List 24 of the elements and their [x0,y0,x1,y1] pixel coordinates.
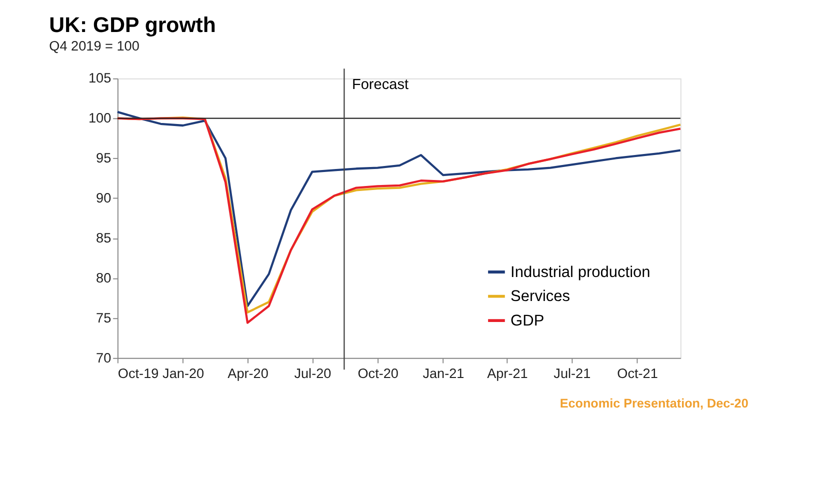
x-tick-label: Jan-20 [162,366,205,381]
ref-line-label: Forecast [352,77,409,94]
legend-label: GDP [510,312,544,330]
x-tick-label: Apr-20 [228,366,269,381]
y-tick-label: 100 [88,110,112,126]
y-tick-label: 85 [96,230,112,246]
y-tick-label: 70 [96,350,112,366]
y-tick-label: 95 [96,150,112,166]
x-tick-label: Jan-21 [422,366,464,381]
y-tick-label: 105 [88,70,112,86]
x-tick-label: Jul-21 [554,366,591,381]
x-tick-label: Apr-21 [487,366,528,381]
chart-title: UK: GDP growth [49,13,216,38]
x-tick-label: Oct-20 [358,366,399,381]
chart-subtitle: Q4 2019 = 100 [49,38,140,54]
text: Economic Presentation, Dec-20 [560,396,748,410]
x-tick-label: Oct-19 [118,366,159,381]
y-tick-label: 80 [96,270,112,286]
y-tick-label: 90 [96,190,112,206]
y-tick-label: 75 [96,310,112,326]
legend-label: Industrial production [510,264,650,281]
legend-label: Services [510,288,570,306]
x-tick-label: Oct-21 [617,366,658,381]
x-tick-label: Jul-20 [294,366,332,381]
